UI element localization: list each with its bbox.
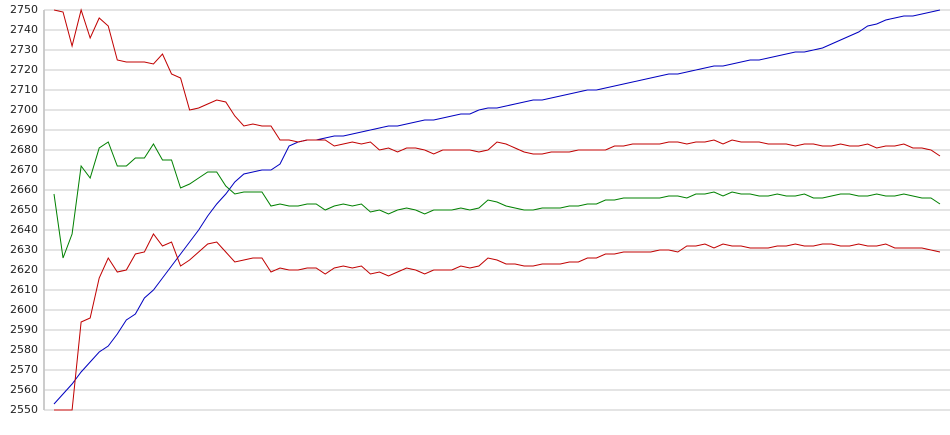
y-tick-label: 2680 (10, 143, 38, 156)
y-tick-label: 2740 (10, 23, 38, 36)
y-tick-label: 2750 (10, 3, 38, 16)
y-tick-label: 2670 (10, 163, 38, 176)
y-tick-label: 2650 (10, 203, 38, 216)
y-tick-label: 2640 (10, 223, 38, 236)
series-line (53, 8, 941, 157)
y-tick-label: 2660 (10, 183, 38, 196)
y-tick-label: 2720 (10, 63, 38, 76)
y-tick-label: 2600 (10, 303, 38, 316)
y-tick-label: 2560 (10, 383, 38, 396)
y-tick-label: 2630 (10, 243, 38, 256)
series-line (53, 141, 941, 259)
y-tick-label: 2610 (10, 283, 38, 296)
y-tick-label: 2580 (10, 343, 38, 356)
y-tick-label: 2570 (10, 363, 38, 376)
y-tick-label: 2550 (10, 403, 38, 416)
y-tick-label: 2710 (10, 83, 38, 96)
y-tick-label: 2690 (10, 123, 38, 136)
series-line (54, 233, 941, 411)
series-line (53, 9, 941, 405)
y-tick-label: 2700 (10, 103, 38, 116)
y-tick-label: 2620 (10, 263, 38, 276)
y-tick-label: 2730 (10, 43, 38, 56)
y-tick-label: 2590 (10, 323, 38, 336)
